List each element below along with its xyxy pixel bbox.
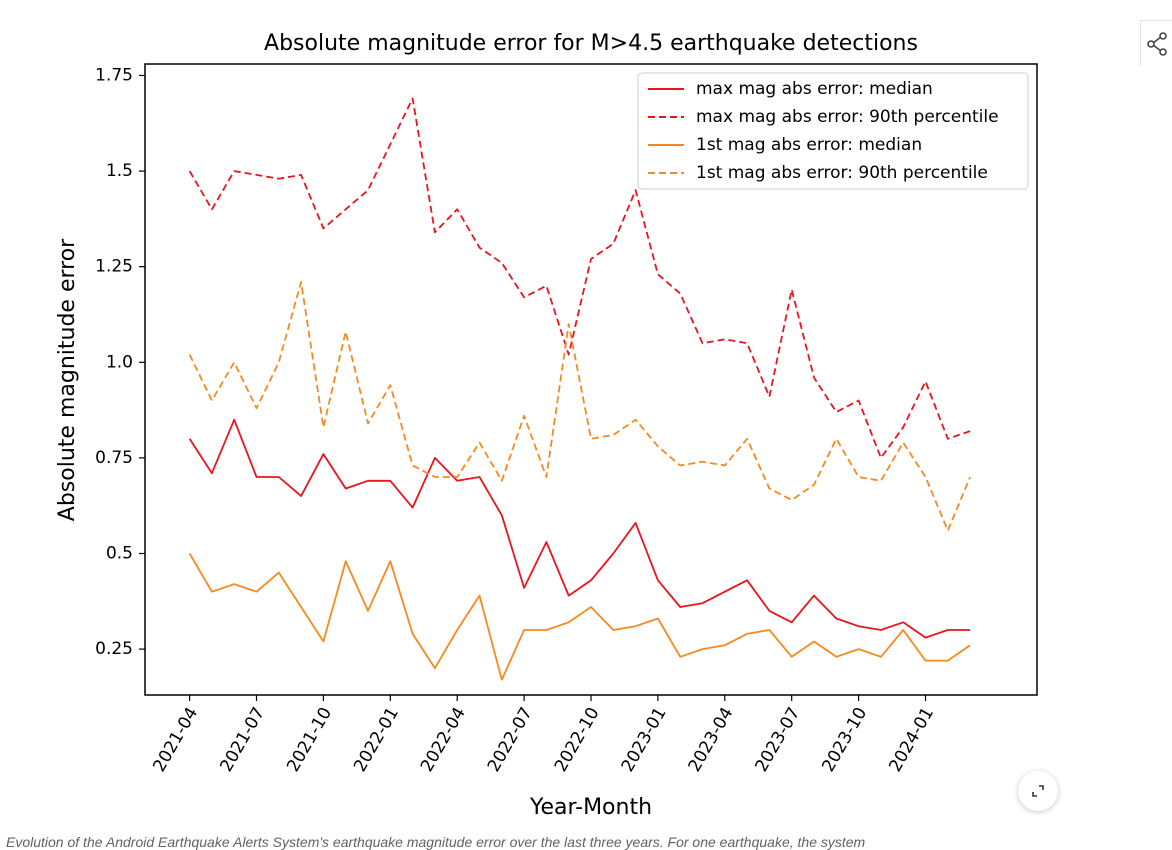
- y-tick-label: 0.25: [95, 639, 133, 659]
- figure-caption: Evolution of the Android Earthquake Aler…: [6, 834, 866, 850]
- x-tick-label: 2023-04: [685, 704, 738, 776]
- legend: max mag abs error: median max mag abs err…: [637, 72, 1029, 190]
- share-button[interactable]: [1140, 20, 1172, 66]
- expand-button[interactable]: [1018, 771, 1058, 811]
- x-axis: 2021-04 2021-07 2021-10 2022-01 2022-04 2022-…: [149, 695, 938, 776]
- y-axis-label: Absolute magnitude error: [55, 238, 80, 521]
- x-tick-label: 2022-01: [350, 704, 403, 776]
- x-tick-label: 2024-01: [885, 704, 938, 776]
- legend-label: 1st mag abs error: 90th percentile: [696, 163, 988, 183]
- x-tick-label: 2022-07: [484, 704, 537, 776]
- series-line-3: [188, 553, 971, 681]
- x-tick-label: 2023-10: [818, 704, 871, 776]
- x-tick-label: 2021-07: [216, 704, 269, 776]
- y-tick-label: 0.75: [95, 448, 133, 468]
- series-line-4: [188, 281, 971, 532]
- x-axis-label: Year-Month: [529, 795, 652, 820]
- legend-label: max mag abs error: median: [696, 79, 933, 99]
- expand-icon: [1032, 785, 1044, 797]
- y-tick-label: 1.0: [106, 352, 133, 372]
- legend-box: [637, 72, 1029, 190]
- share-icon: [1146, 31, 1167, 56]
- legend-label: 1st mag abs error: median: [696, 135, 922, 155]
- series-lines: [188, 97, 971, 681]
- x-tick-label: 2021-10: [283, 704, 336, 776]
- x-tick-label: 2023-01: [618, 704, 671, 776]
- y-tick-label: 0.5: [106, 544, 133, 564]
- x-tick-label: 2023-07: [752, 704, 805, 776]
- legend-label: max mag abs error: 90th percentile: [696, 107, 999, 127]
- x-tick-label: 2022-04: [417, 704, 470, 776]
- y-tick-label: 1.5: [106, 161, 133, 181]
- y-axis: 0.25 0.5 0.75 1.0 1.25 1.5 1.75: [95, 65, 145, 659]
- line-chart: Absolute magnitude error for M>4.5 earth…: [55, 31, 1038, 820]
- series-line-2: [188, 97, 971, 459]
- series-line-1: [188, 418, 971, 639]
- y-tick-label: 1.75: [95, 65, 133, 85]
- chart-title: Absolute magnitude error for M>4.5 earth…: [264, 31, 918, 56]
- x-tick-label: 2022-10: [551, 704, 604, 776]
- y-tick-label: 1.25: [95, 257, 133, 277]
- x-tick-label: 2021-04: [149, 704, 202, 776]
